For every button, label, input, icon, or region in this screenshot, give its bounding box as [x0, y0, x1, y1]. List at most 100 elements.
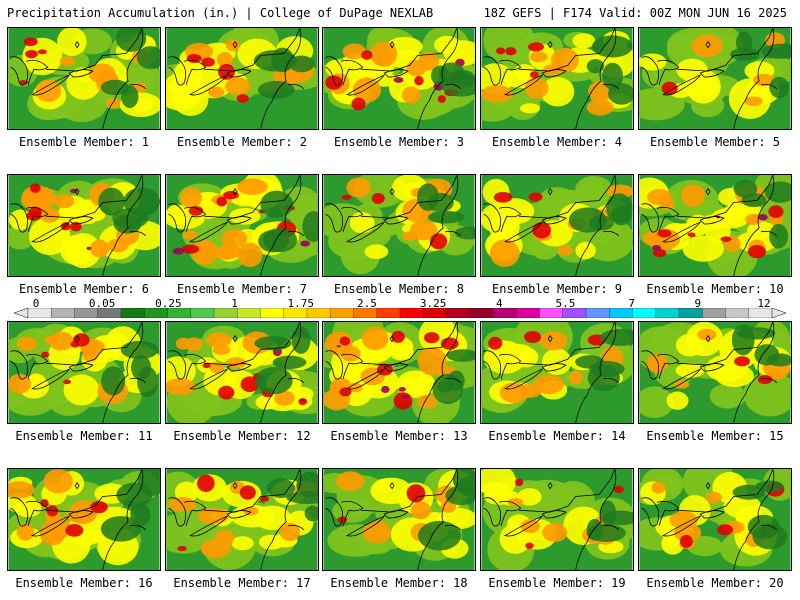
- ensemble-member-label: Ensemble Member: 1: [18, 135, 150, 149]
- precip-area: [417, 394, 438, 409]
- boundary-line: [383, 363, 409, 372]
- precip-area: [488, 336, 503, 350]
- boundary-line: [226, 363, 252, 372]
- boundary-line: [325, 203, 344, 233]
- precip-area: [188, 205, 204, 216]
- boundary-line: [184, 206, 207, 232]
- ensemble-member-map: [638, 27, 792, 130]
- boundary-line: [383, 216, 409, 225]
- map-boundaries: [325, 469, 462, 570]
- precip-area: [302, 211, 318, 242]
- precip-area: [22, 37, 63, 76]
- location-marker: [389, 335, 395, 343]
- precip-area: [225, 39, 240, 52]
- precipitation-map: [480, 321, 634, 424]
- boundary-line: [603, 377, 620, 384]
- precip-area: [744, 96, 763, 106]
- precip-area: [747, 245, 766, 259]
- location-marker: [74, 188, 80, 196]
- boundary-line: [26, 59, 49, 85]
- boundary-line: [346, 221, 386, 243]
- precip-area: [481, 85, 513, 103]
- precipitation-map: [638, 174, 792, 277]
- precip-area: [180, 187, 202, 208]
- precip-area: [23, 37, 38, 47]
- precip-area: [121, 85, 139, 109]
- precip-area: [697, 329, 717, 341]
- boundary-line: [226, 69, 252, 78]
- precip-area: [586, 99, 614, 116]
- precip-area: [54, 206, 93, 226]
- map-boundaries: [483, 469, 620, 570]
- ensemble-member-map: [638, 468, 792, 571]
- precip-area: [237, 242, 263, 268]
- precip-area: [588, 215, 614, 231]
- precip-area: [557, 245, 573, 256]
- boundary-line: [203, 175, 301, 219]
- colorbar-swatch: [516, 308, 540, 318]
- boundary-line: [603, 524, 620, 531]
- boundary-line: [288, 230, 305, 237]
- precip-area: [198, 242, 217, 254]
- precip-area: [734, 356, 751, 367]
- boundary-line: [168, 497, 187, 527]
- ensemble-member-label: Ensemble Member: 7: [176, 282, 308, 296]
- precip-area: [401, 394, 410, 399]
- ensemble-member-map: [322, 174, 476, 277]
- precipitation-colorbar: [14, 308, 786, 318]
- precipitation-map: [480, 174, 634, 277]
- precip-area: [63, 374, 100, 406]
- precip-area: [767, 368, 782, 379]
- precip-area: [417, 183, 440, 211]
- ensemble-member-map: [165, 321, 319, 424]
- precip-area: [674, 380, 690, 389]
- boundary-line: [31, 515, 71, 537]
- ensemble-member-map: [322, 321, 476, 424]
- boundary-line: [657, 206, 680, 232]
- boundary-line: [504, 515, 544, 537]
- map-boundaries: [483, 322, 620, 423]
- precip-area: [223, 190, 239, 200]
- precip-area: [182, 230, 198, 240]
- ensemble-member-map: [165, 468, 319, 571]
- colorbar-swatch: [446, 308, 471, 318]
- colorbar-tick-label: 1: [231, 297, 238, 310]
- precip-area: [681, 184, 705, 207]
- precip-area: [364, 244, 389, 260]
- colorbar-swatch: [632, 308, 657, 318]
- precip-area: [687, 232, 696, 237]
- precip-area: [507, 498, 524, 507]
- precipitation-map: [7, 27, 161, 130]
- colorbar-tick-label: 0.25: [155, 297, 182, 310]
- boundary-line: [226, 510, 252, 519]
- boundary-line: [417, 469, 459, 570]
- boundary-line: [657, 59, 680, 85]
- boundary-line: [518, 322, 616, 366]
- boundary-line: [676, 175, 774, 219]
- boundary-line: [31, 368, 71, 390]
- precip-area: [351, 97, 366, 111]
- map-boundaries: [168, 469, 305, 570]
- precip-area: [25, 49, 38, 59]
- boundary-line: [203, 322, 301, 366]
- ensemble-member-map: [322, 468, 476, 571]
- precip-area: [610, 205, 632, 226]
- precip-area: [221, 229, 248, 248]
- precip-area: [586, 524, 626, 542]
- precipitation-map: [165, 321, 319, 424]
- boundary-line: [641, 56, 660, 86]
- precip-area: [115, 28, 147, 52]
- precipitation-map: [7, 174, 161, 277]
- boundary-line: [102, 322, 144, 423]
- precip-area: [402, 86, 421, 104]
- ensemble-member-label: Ensemble Member: 20: [646, 576, 784, 590]
- precip-area: [614, 485, 624, 494]
- boundary-line: [189, 74, 229, 96]
- precip-area: [481, 63, 514, 94]
- precip-area: [532, 222, 552, 239]
- precip-area: [101, 366, 126, 396]
- boundary-line: [761, 524, 778, 531]
- precip-area: [362, 520, 392, 544]
- boundary-line: [189, 368, 229, 390]
- boundary-line: [761, 83, 778, 90]
